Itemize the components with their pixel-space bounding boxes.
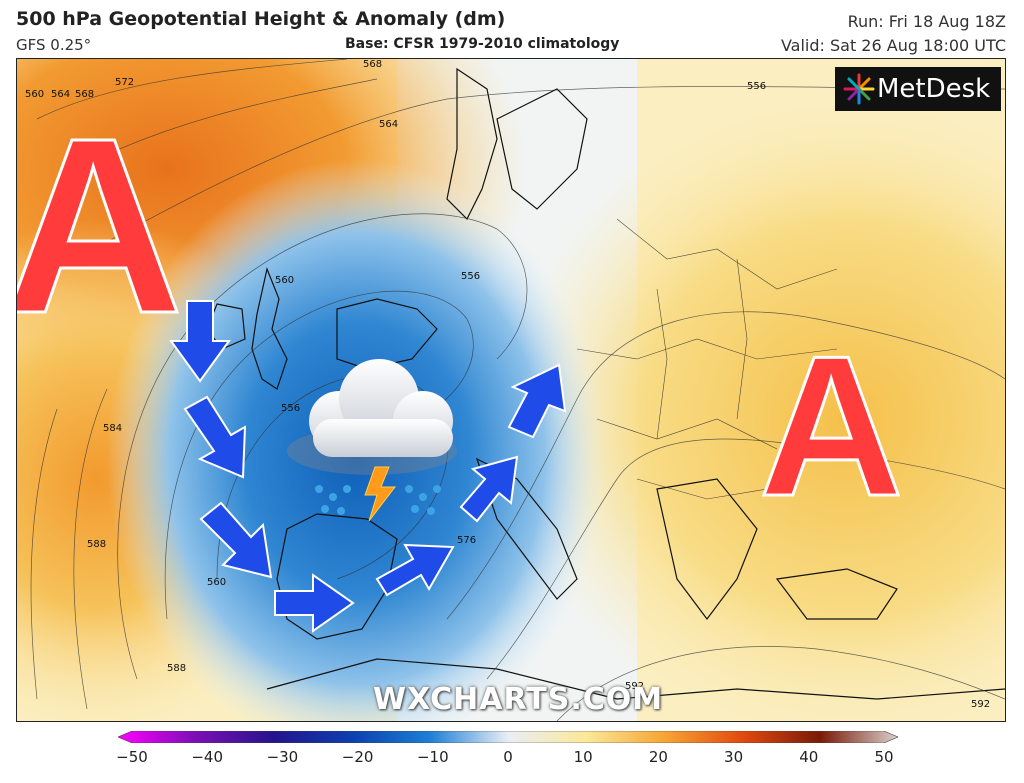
contour-label: 572 [115,77,134,88]
colorbar-tick-label: 30 [724,748,744,766]
valid-label: Valid: Sat 26 Aug 18:00 UTC [780,36,1006,55]
contour-label: 560 [275,275,294,286]
map-canvas: 560 564 568 572 556 560 564 568 556 556 … [17,59,1005,721]
colorbar-tick-label: 40 [799,748,819,766]
colorbar-tick-label: 10 [573,748,593,766]
arrow-icon [274,573,355,633]
map-panel: 560 564 568 572 556 560 564 568 556 556 … [16,58,1006,722]
arrow-icon [169,300,231,383]
lightning-icon [364,466,397,522]
contour-label: 576 [457,535,476,546]
model-label: GFS 0.25° [16,36,92,54]
contour-label: 584 [103,423,122,434]
high-pressure-label-right: A [757,315,904,538]
contour-label: 588 [87,539,106,550]
country-borders [576,218,838,500]
rain-drops-icon [315,485,441,515]
colorbar-tick-label: −20 [341,748,374,766]
contour-label: 556 [747,81,766,92]
high-pressure-label-left: A [16,86,185,365]
height-contours [30,59,1005,721]
arrow-icon [507,363,567,439]
contour-label: 556 [281,403,300,414]
contour-label: 592 [971,699,990,710]
contour-label: 556 [461,271,480,282]
colorbar-tick-label: −50 [116,748,148,766]
metdesk-logo: MetDesk [835,67,1001,111]
base-label: Base: CFSR 1979-2010 climatology [345,36,620,52]
contour-label: 564 [379,119,398,130]
flow-arrows [169,300,567,633]
arrow-icon [199,501,273,579]
colorbar-tick-label: −10 [416,748,449,766]
metdesk-logo-mark [843,73,875,105]
contour-label: 560 [207,577,226,588]
colorbar-tick-label: −30 [266,748,299,766]
arrow-icon [183,395,247,479]
colorbar-tick-label: −40 [191,748,224,766]
colorbar-tick-label: 50 [874,748,894,766]
contour-label: 592 [625,681,644,692]
contour-labels: 560 564 568 572 556 560 564 568 556 556 … [25,59,990,710]
contour-label: 568 [363,59,382,70]
storm-cloud-icon [287,359,457,522]
colorbar [118,731,898,743]
high-anomaly-east-europe [507,89,1005,721]
contour-label: 588 [167,663,186,674]
wxcharts-watermark: WXCHARTS.COM [373,682,664,717]
metdesk-logo-text: MetDesk [877,74,991,104]
contour-label: 564 [51,89,70,100]
contour-label: 560 [25,89,44,100]
arrow-icon [459,455,519,523]
run-label: Run: Fri 18 Aug 18Z [847,12,1006,31]
colorbar-tick-label: 20 [648,748,668,766]
arrow-icon [375,543,455,597]
colorbar-tick-label: 0 [503,748,513,766]
contour-label: 568 [75,89,94,100]
chart-title: 500 hPa Geopotential Height & Anomaly (d… [16,8,506,30]
